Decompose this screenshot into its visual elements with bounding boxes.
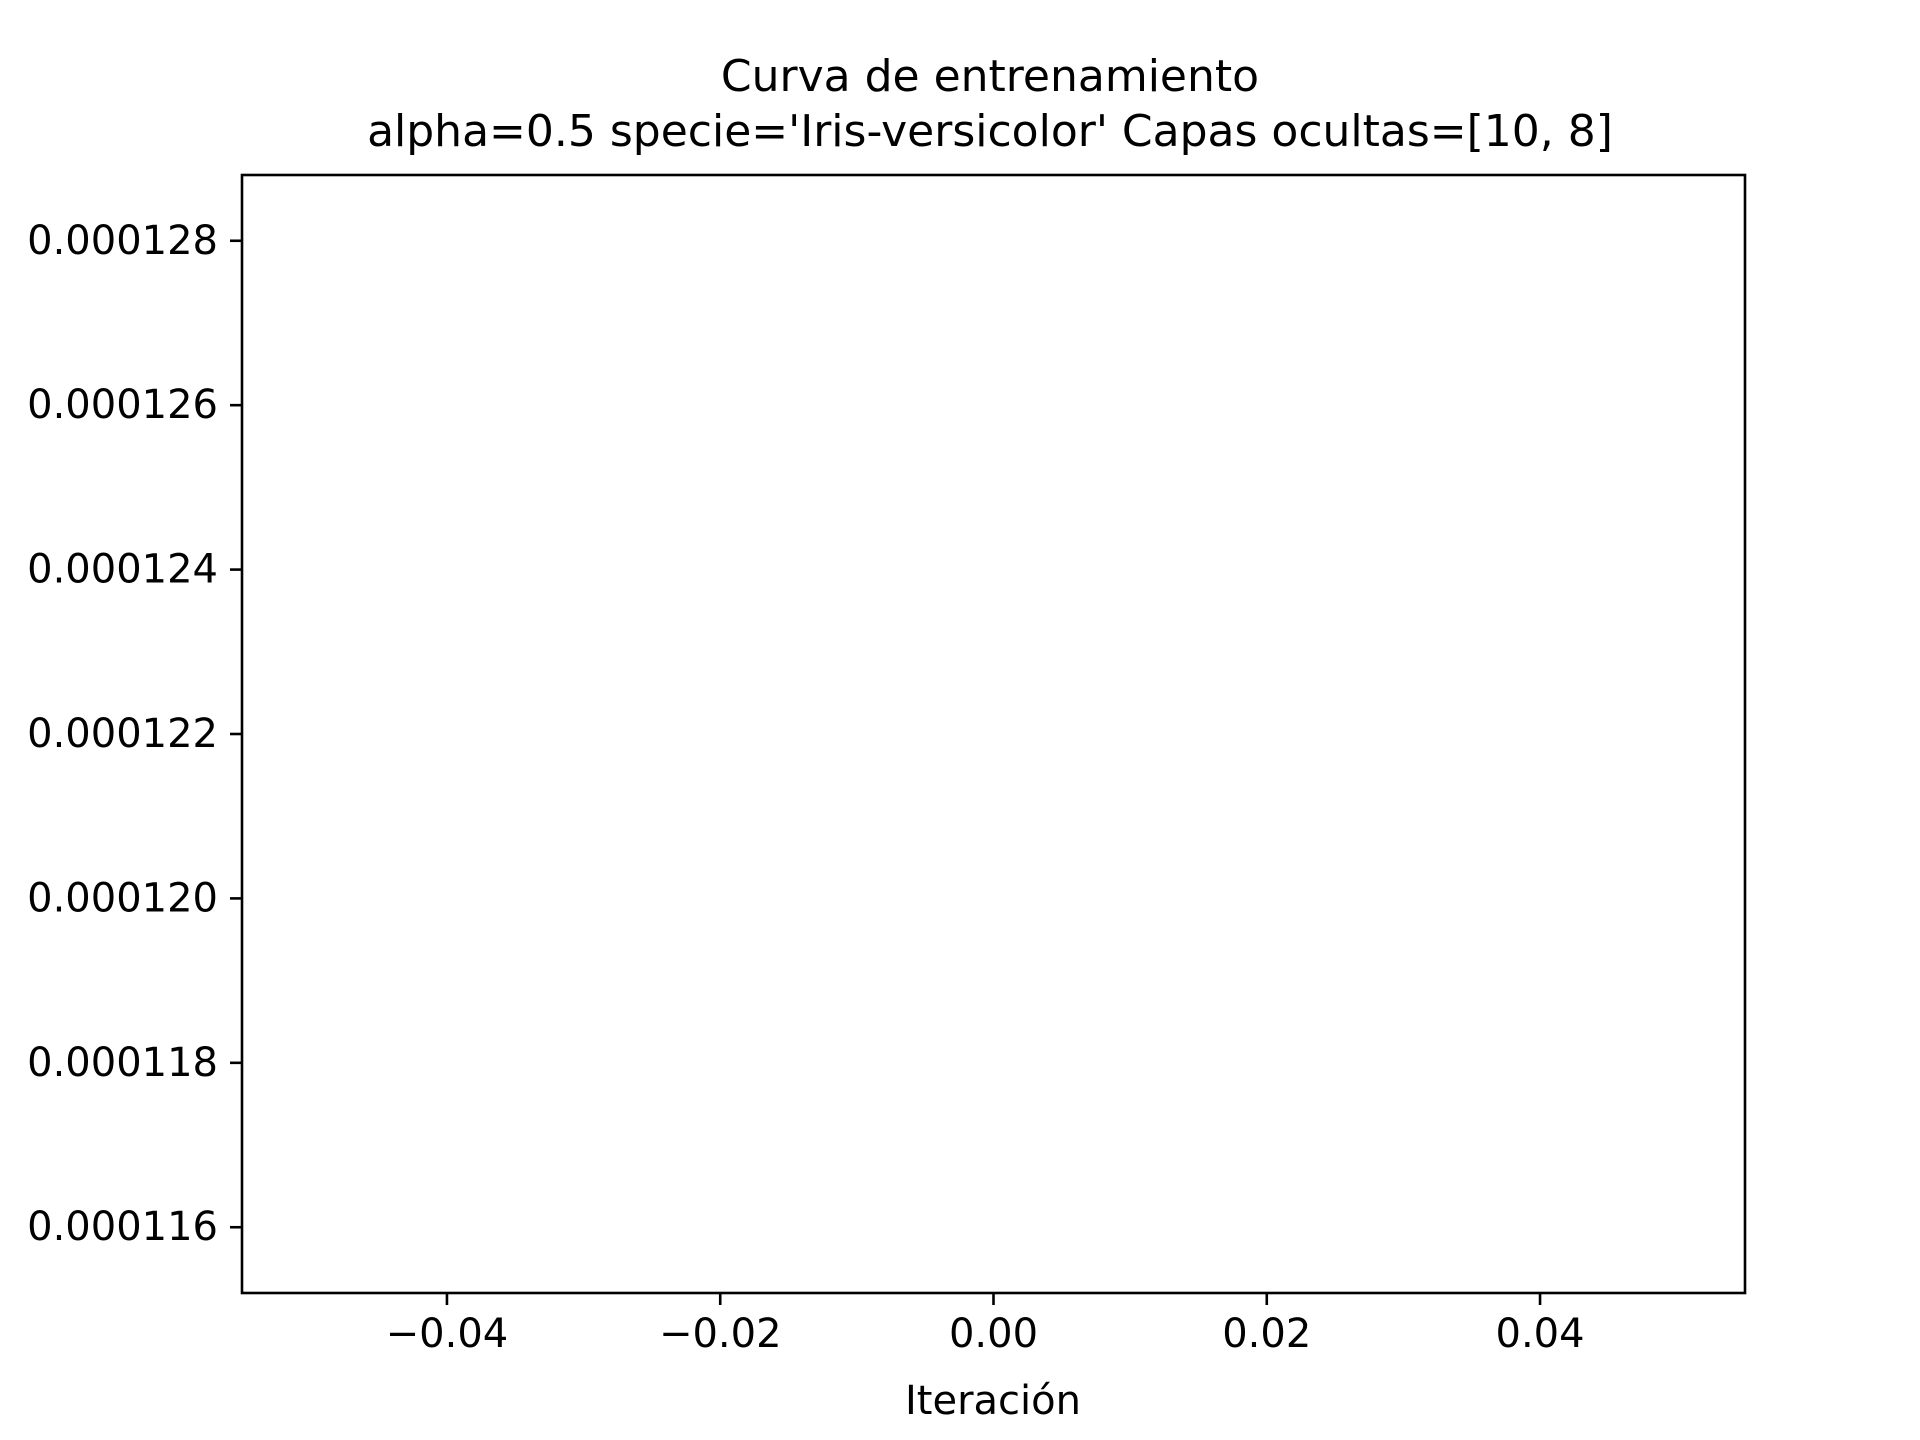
- x-tick-label: −0.02: [659, 1311, 782, 1357]
- chart-subtitle: alpha=0.5 specie='Iris-versicolor' Capas…: [367, 106, 1613, 157]
- y-tick-label: 0.000116: [27, 1204, 218, 1250]
- y-tick-label: 0.000120: [27, 875, 218, 921]
- x-tick-label: 0.04: [1496, 1311, 1585, 1357]
- y-axis-ticks: 0.000116 0.000118 0.000120 0.000122 0.000124…: [27, 218, 242, 1250]
- x-axis-ticks: −0.04 −0.02 0.00 0.02 0.04: [386, 1293, 1585, 1357]
- x-axis-label: Iteración: [905, 1378, 1081, 1424]
- x-tick-label: 0.02: [1222, 1311, 1311, 1357]
- y-tick-label: 0.000126: [27, 382, 218, 428]
- x-tick-label: −0.04: [386, 1311, 509, 1357]
- y-tick-label: 0.000122: [27, 711, 218, 757]
- y-tick-label: 0.000124: [27, 547, 218, 593]
- chart-title: Curva de entrenamiento: [721, 51, 1259, 102]
- plot-area-frame: [240, 173, 1747, 1295]
- y-tick-label: 0.000118: [27, 1040, 218, 1086]
- y-tick-label: 0.000128: [27, 218, 218, 264]
- x-tick-label: 0.00: [949, 1311, 1038, 1357]
